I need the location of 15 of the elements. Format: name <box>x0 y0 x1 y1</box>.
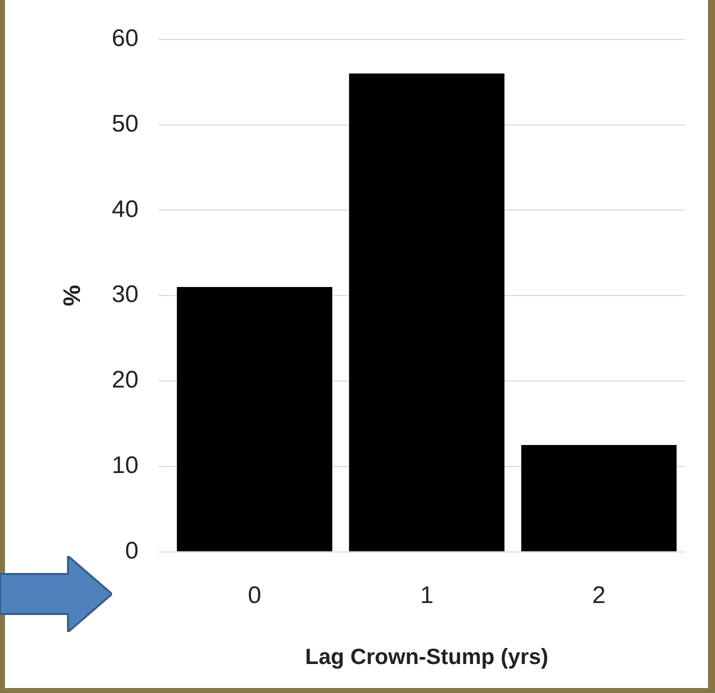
y-tick-label: 20 <box>112 366 138 394</box>
y-tick-label: 50 <box>112 110 138 138</box>
y-tick-label: 30 <box>112 281 138 308</box>
x-tick-label: 1 <box>420 582 434 609</box>
y-axis-title: % <box>59 284 86 306</box>
x-axis-title: Lag Crown-Stump (yrs) <box>305 644 548 669</box>
y-tick-label: 0 <box>125 537 138 564</box>
bar <box>349 74 504 552</box>
x-tick-label: 0 <box>248 582 262 609</box>
bar <box>176 287 332 552</box>
bar <box>521 445 677 552</box>
y-tick-label: 40 <box>112 196 138 223</box>
y-tick-label: 60 <box>112 25 138 52</box>
y-tick-label: 10 <box>112 452 138 480</box>
x-tick-label: 2 <box>592 582 606 609</box>
